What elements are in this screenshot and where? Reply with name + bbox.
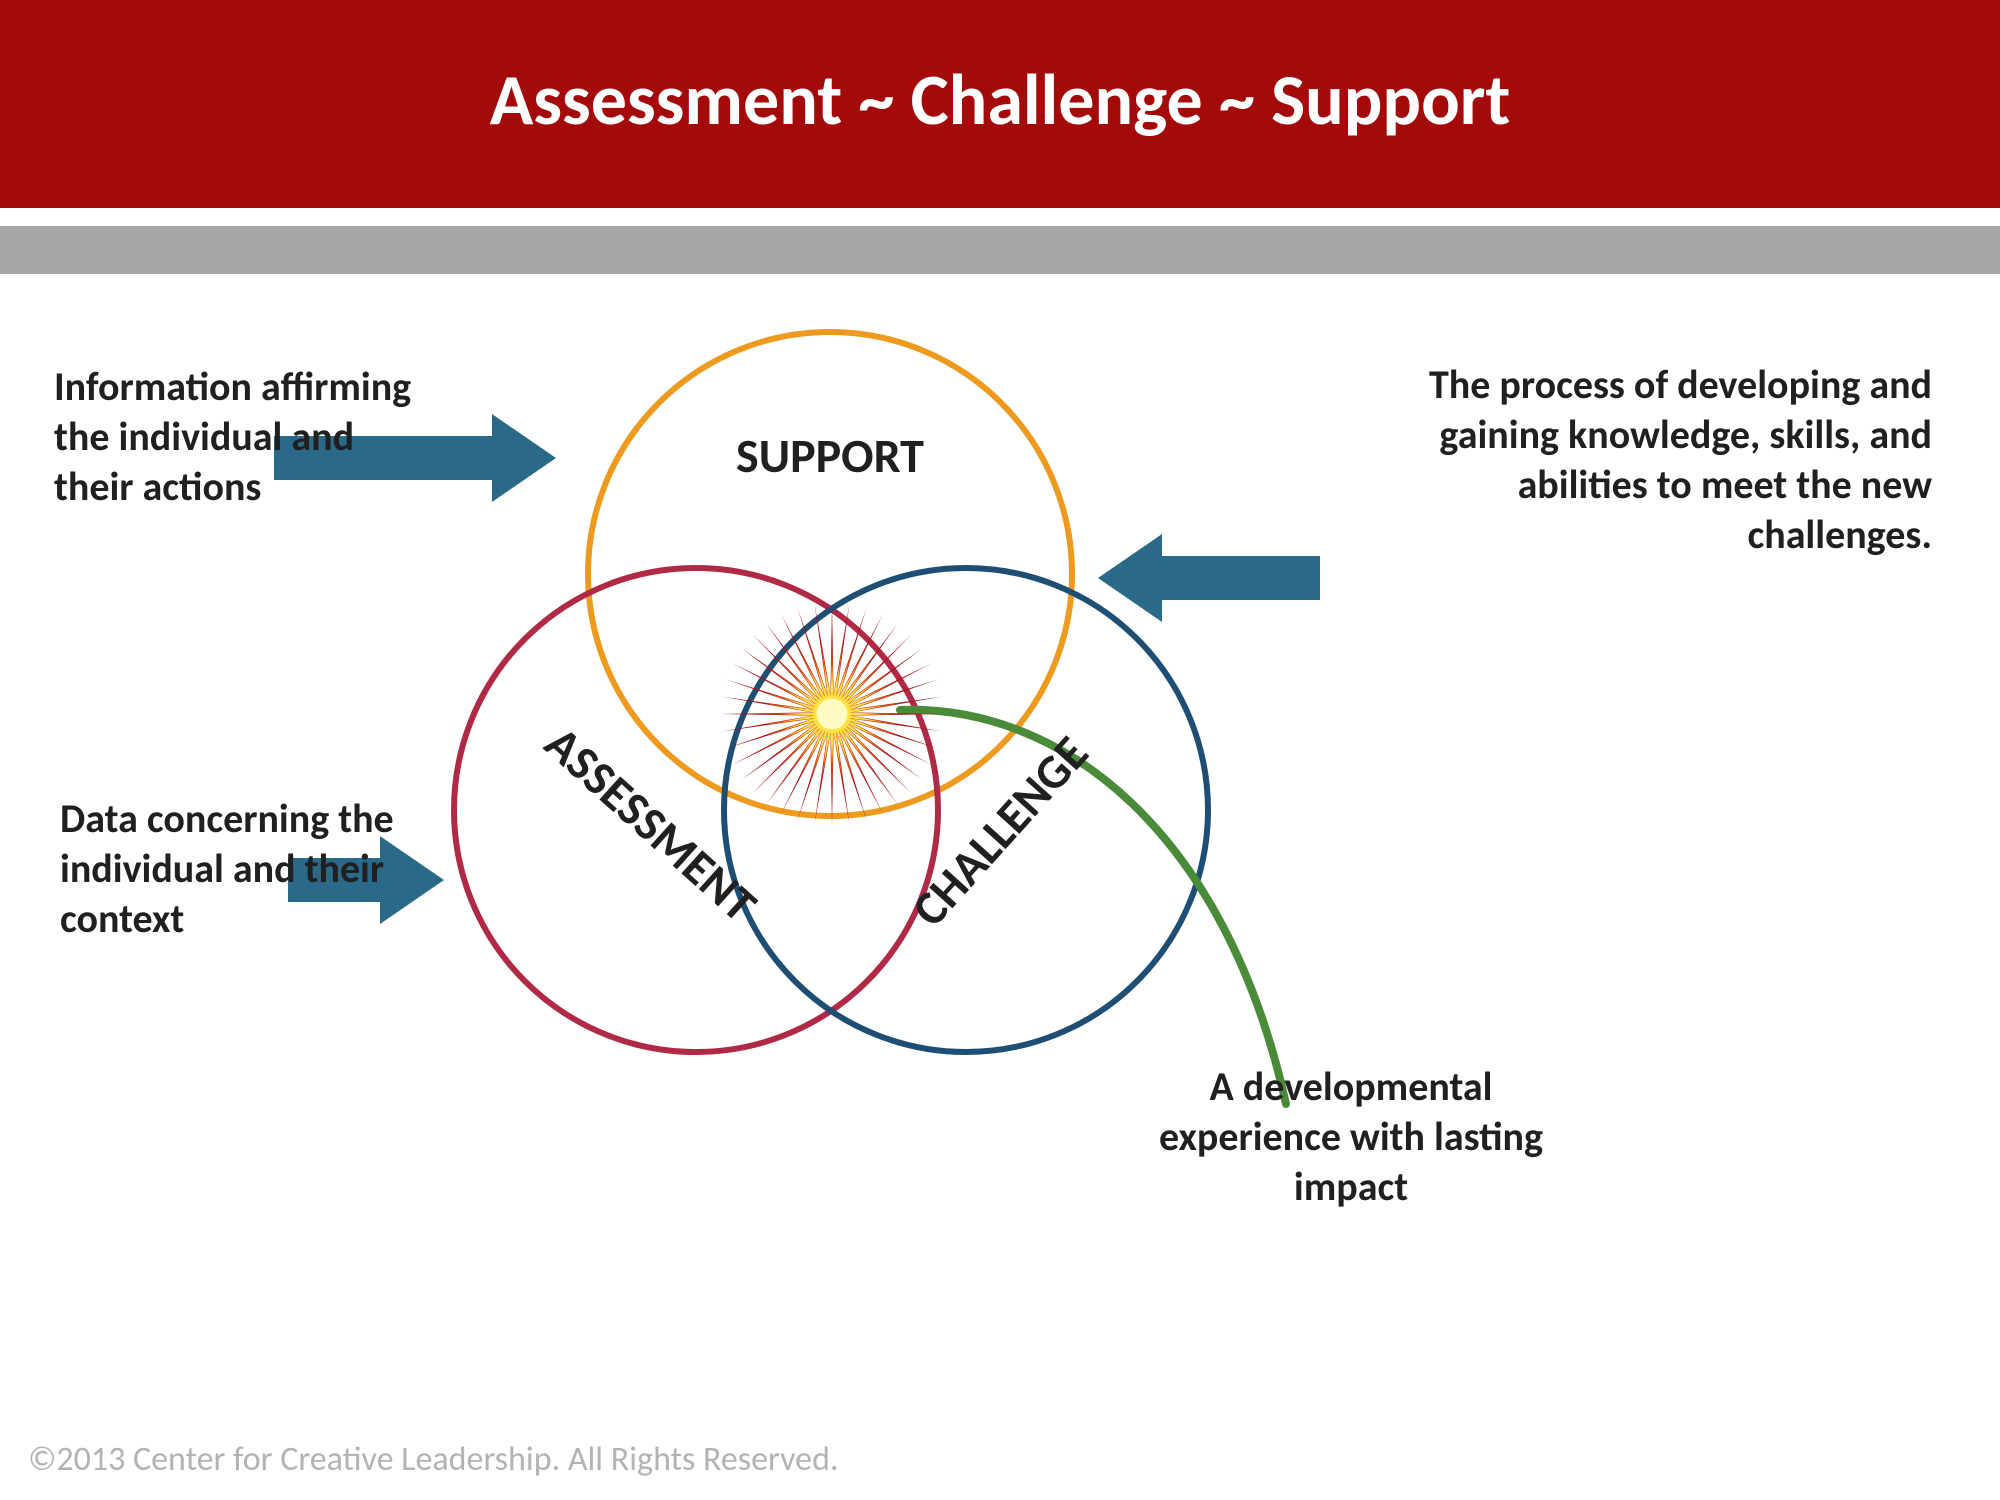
- caption-support: Information affirming the individual and…: [54, 362, 434, 512]
- page-title: Assessment ~ Challenge ~ Support: [490, 56, 1511, 144]
- venn-circle-support: [588, 332, 1072, 816]
- diagram-stage: SUPPORTASSESSMENTCHALLENGE Information a…: [0, 274, 2000, 1500]
- caption-assessment: Data concerning the individual and their…: [60, 794, 420, 944]
- starburst-icon: [720, 602, 944, 826]
- venn-label-support: SUPPORT: [736, 426, 924, 485]
- caption-challenge: The process of developing and gaining kn…: [1368, 360, 1932, 560]
- copyright-footer: ©2013 Center for Creative Leadership. Al…: [28, 1439, 839, 1480]
- caption-impact: A developmental experience with lasting …: [1126, 1062, 1576, 1212]
- title-header: Assessment ~ Challenge ~ Support: [0, 0, 2000, 208]
- arrow: [1098, 534, 1320, 622]
- gray-band: [0, 226, 2000, 274]
- venn-circle-assessment: [454, 568, 938, 1052]
